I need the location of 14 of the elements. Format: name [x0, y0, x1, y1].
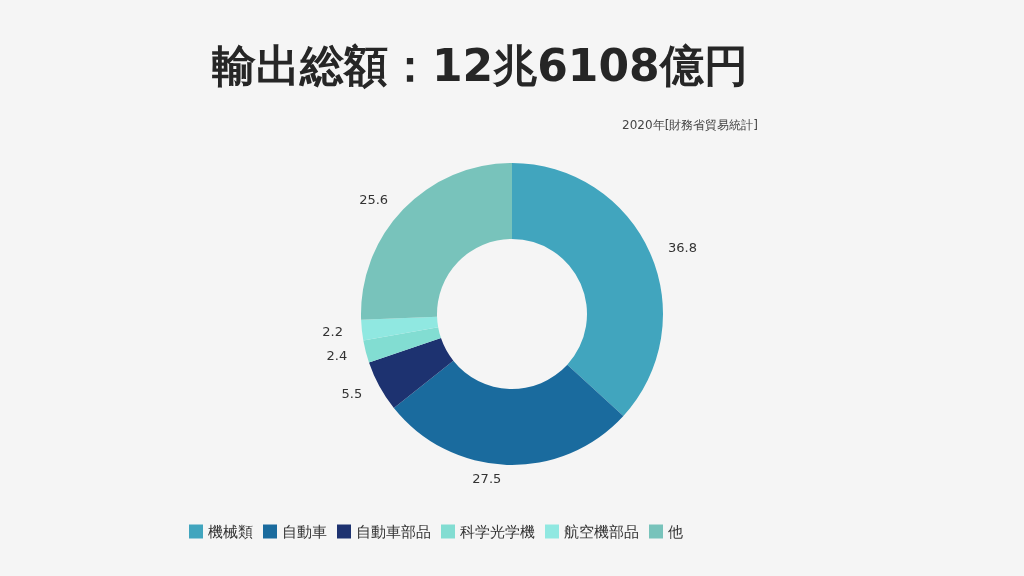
data-label: 2.2: [322, 324, 343, 340]
data-label: 25.6: [359, 192, 389, 208]
text: 2020年[財務省貿易統計]: [622, 118, 758, 132]
legend-label: 機械類: [208, 522, 253, 541]
data-label: 27.5: [472, 471, 502, 487]
legend-label: 他: [668, 522, 683, 541]
chart-title: 輸出総額：12兆6108億円: [212, 39, 748, 91]
legend-label: 航空機部品: [564, 522, 639, 541]
data-label: 5.5: [341, 385, 363, 401]
legend-label: 自動車: [282, 522, 327, 541]
legend-label: 自動車部品: [356, 522, 431, 541]
data-label: 2.4: [326, 347, 348, 363]
data-label: 36.8: [668, 240, 697, 256]
legend-label: 科学光学機: [460, 522, 535, 541]
